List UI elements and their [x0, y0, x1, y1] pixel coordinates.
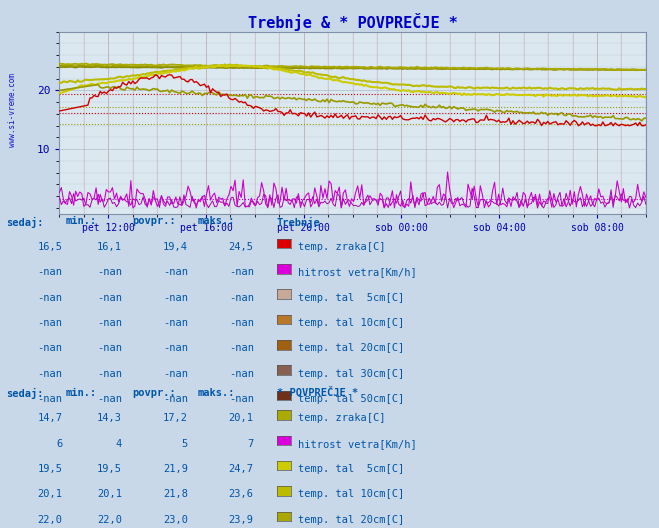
Text: 17,2: 17,2 — [163, 413, 188, 423]
Text: 22,0: 22,0 — [38, 515, 63, 525]
Text: -nan: -nan — [38, 267, 63, 277]
Text: temp. tal 20cm[C]: temp. tal 20cm[C] — [298, 343, 404, 353]
Text: temp. tal 30cm[C]: temp. tal 30cm[C] — [298, 369, 404, 379]
Text: 20,1: 20,1 — [38, 489, 63, 499]
Text: hitrost vetra[Km/h]: hitrost vetra[Km/h] — [298, 439, 416, 449]
Text: -nan: -nan — [97, 394, 122, 404]
Text: -nan: -nan — [97, 293, 122, 303]
Text: -nan: -nan — [163, 293, 188, 303]
Text: -nan: -nan — [38, 293, 63, 303]
Text: 14,7: 14,7 — [38, 413, 63, 423]
Text: povpr.:: povpr.: — [132, 216, 175, 227]
Text: temp. tal 10cm[C]: temp. tal 10cm[C] — [298, 318, 404, 328]
Text: -nan: -nan — [163, 267, 188, 277]
Text: 22,0: 22,0 — [97, 515, 122, 525]
Text: temp. zraka[C]: temp. zraka[C] — [298, 242, 386, 252]
Text: -nan: -nan — [163, 343, 188, 353]
Text: 19,5: 19,5 — [38, 464, 63, 474]
Text: temp. tal  5cm[C]: temp. tal 5cm[C] — [298, 293, 404, 303]
Text: -nan: -nan — [97, 267, 122, 277]
Text: www.si-vreme.com: www.si-vreme.com — [8, 72, 17, 147]
Text: 5: 5 — [182, 439, 188, 449]
Text: povpr.:: povpr.: — [132, 388, 175, 398]
Text: -nan: -nan — [229, 267, 254, 277]
Text: maks.:: maks.: — [198, 388, 235, 398]
Text: -nan: -nan — [229, 293, 254, 303]
Title: Trebnje & * POVPREČJE *: Trebnje & * POVPREČJE * — [248, 13, 457, 31]
Text: min.:: min.: — [66, 216, 97, 227]
Text: 14,3: 14,3 — [97, 413, 122, 423]
Text: 21,9: 21,9 — [163, 464, 188, 474]
Text: 23,0: 23,0 — [163, 515, 188, 525]
Text: -nan: -nan — [38, 343, 63, 353]
Text: temp. tal 50cm[C]: temp. tal 50cm[C] — [298, 394, 404, 404]
Text: 16,5: 16,5 — [38, 242, 63, 252]
Text: -nan: -nan — [163, 369, 188, 379]
Text: * POVPREČJE *: * POVPREČJE * — [277, 388, 358, 398]
Text: sedaj:: sedaj: — [7, 388, 44, 399]
Text: -nan: -nan — [229, 318, 254, 328]
Text: -nan: -nan — [38, 318, 63, 328]
Text: 4: 4 — [116, 439, 122, 449]
Text: 23,9: 23,9 — [229, 515, 254, 525]
Text: temp. tal 10cm[C]: temp. tal 10cm[C] — [298, 489, 404, 499]
Text: sedaj:: sedaj: — [7, 216, 44, 228]
Text: 21,8: 21,8 — [163, 489, 188, 499]
Text: -nan: -nan — [38, 369, 63, 379]
Text: maks.:: maks.: — [198, 216, 235, 227]
Text: min.:: min.: — [66, 388, 97, 398]
Text: Trebnje: Trebnje — [277, 216, 320, 228]
Text: -nan: -nan — [97, 369, 122, 379]
Text: -nan: -nan — [97, 318, 122, 328]
Text: 19,4: 19,4 — [163, 242, 188, 252]
Text: hitrost vetra[Km/h]: hitrost vetra[Km/h] — [298, 267, 416, 277]
Text: -nan: -nan — [229, 394, 254, 404]
Text: 19,5: 19,5 — [97, 464, 122, 474]
Text: 6: 6 — [57, 439, 63, 449]
Text: 20,1: 20,1 — [229, 413, 254, 423]
Text: 23,6: 23,6 — [229, 489, 254, 499]
Text: -nan: -nan — [229, 369, 254, 379]
Text: -nan: -nan — [97, 343, 122, 353]
Text: 24,7: 24,7 — [229, 464, 254, 474]
Text: 7: 7 — [248, 439, 254, 449]
Text: -nan: -nan — [38, 394, 63, 404]
Text: temp. tal  5cm[C]: temp. tal 5cm[C] — [298, 464, 404, 474]
Text: 16,1: 16,1 — [97, 242, 122, 252]
Text: temp. zraka[C]: temp. zraka[C] — [298, 413, 386, 423]
Text: -nan: -nan — [229, 343, 254, 353]
Text: 24,5: 24,5 — [229, 242, 254, 252]
Text: temp. tal 20cm[C]: temp. tal 20cm[C] — [298, 515, 404, 525]
Text: 20,1: 20,1 — [97, 489, 122, 499]
Text: -nan: -nan — [163, 394, 188, 404]
Text: -nan: -nan — [163, 318, 188, 328]
